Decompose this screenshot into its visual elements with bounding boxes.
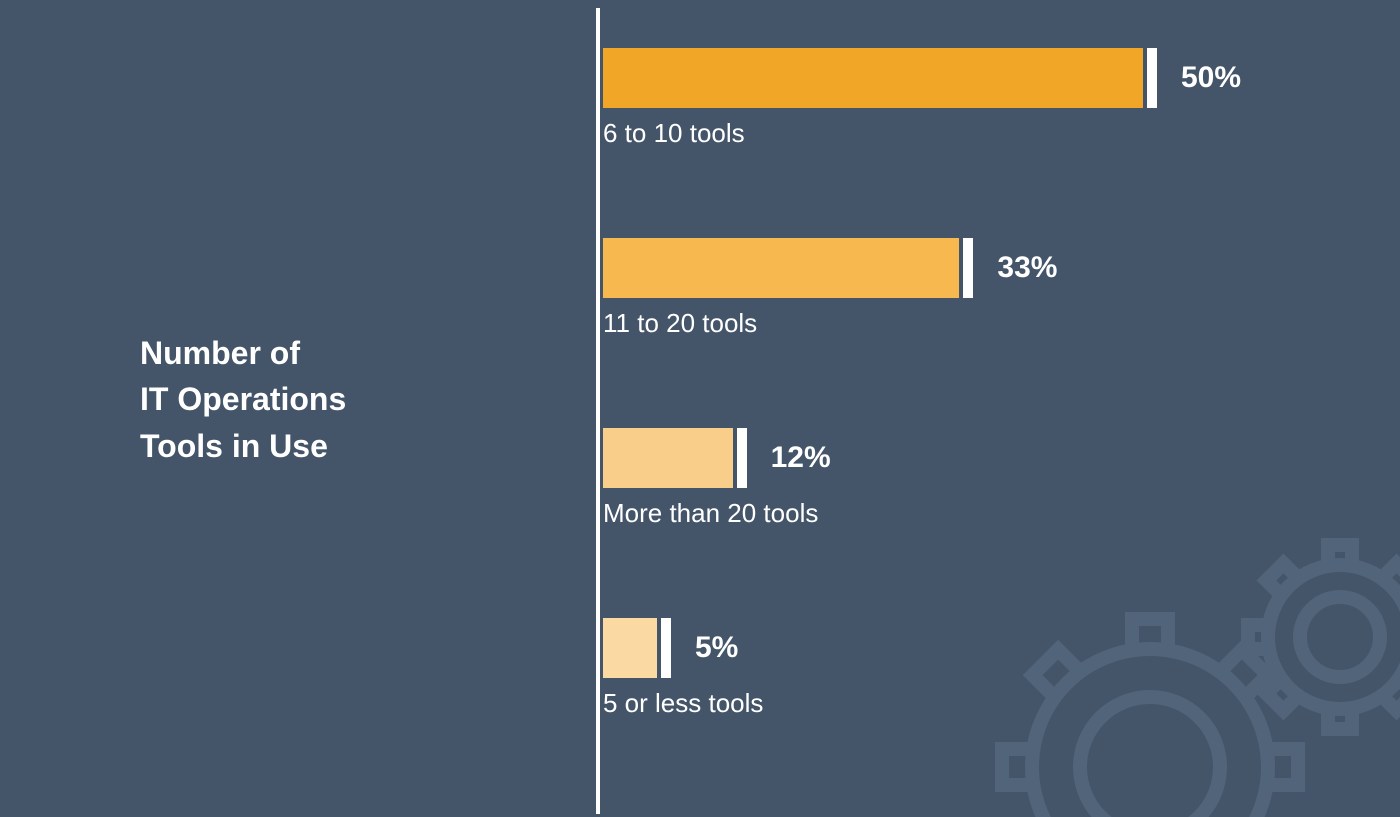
bar-value: 50%: [1181, 61, 1241, 95]
bar: [603, 428, 733, 488]
bar-label: 5 or less tools: [603, 688, 763, 719]
bar-cap: [1147, 48, 1157, 108]
bar: [603, 238, 959, 298]
bar: [603, 618, 657, 678]
title-line-3: Tools in Use: [140, 423, 346, 469]
bar-label: More than 20 tools: [603, 498, 818, 529]
title-line-2: IT Operations: [140, 376, 346, 422]
bar-value: 12%: [771, 441, 831, 475]
chart-title: Number of IT Operations Tools in Use: [140, 330, 346, 469]
title-line-1: Number of: [140, 330, 346, 376]
bar-value: 5%: [695, 631, 738, 665]
chart-canvas: Number of IT Operations Tools in Use 50%…: [0, 0, 1400, 817]
bar-label: 6 to 10 tools: [603, 118, 745, 149]
bar-cap: [661, 618, 671, 678]
bar: [603, 48, 1143, 108]
bar-cap: [963, 238, 973, 298]
bar-label: 11 to 20 tools: [603, 308, 757, 339]
bar-cap: [737, 428, 747, 488]
bar-value: 33%: [997, 251, 1057, 285]
y-axis: [596, 8, 600, 814]
bars-container: 50% 6 to 10 tools 33% 11 to 20 tools 12% More…: [603, 0, 1383, 817]
